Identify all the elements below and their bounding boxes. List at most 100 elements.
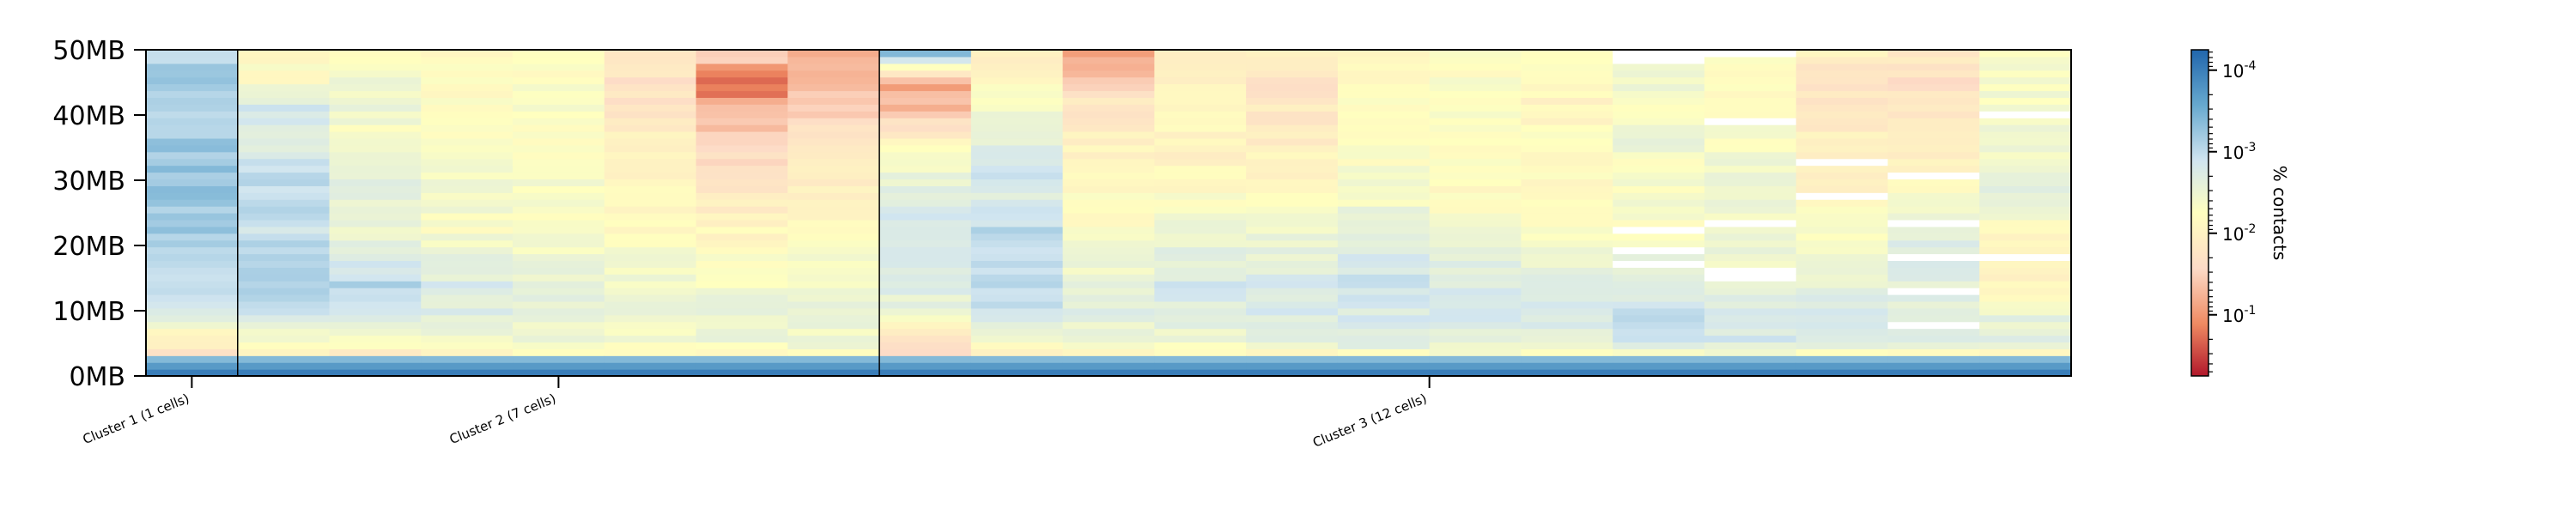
y-tick-label: 0MB — [69, 362, 125, 392]
heatmap-cell — [1521, 199, 1613, 207]
heatmap-cell — [513, 288, 605, 295]
heatmap-cell — [1337, 206, 1431, 214]
heatmap-cell — [970, 233, 1064, 241]
heatmap-cell — [329, 56, 422, 64]
heatmap-cell — [879, 274, 972, 282]
heatmap-cell — [1429, 246, 1522, 255]
heatmap-cell — [1704, 288, 1797, 295]
heatmap-cell — [1979, 192, 2072, 200]
heatmap-cell — [879, 111, 972, 118]
heatmap-cell — [696, 63, 788, 71]
heatmap-cell — [1887, 348, 1980, 356]
heatmap-cell — [1979, 206, 2072, 214]
heatmap-cell — [146, 355, 239, 363]
heatmap-cell — [421, 239, 513, 248]
heatmap-cell — [604, 165, 697, 173]
heatmap-cell — [787, 253, 880, 262]
heatmap-cell — [513, 185, 605, 193]
heatmap-cell — [329, 362, 422, 370]
heatmap-cell — [696, 90, 788, 99]
heatmap-cell — [421, 213, 513, 221]
heatmap-cell — [1337, 97, 1431, 105]
heatmap-cell — [1246, 50, 1339, 58]
heatmap-cell — [1979, 294, 2072, 302]
heatmap-cell — [1795, 56, 1889, 64]
heatmap-cell — [970, 328, 1064, 336]
heatmap-cell — [1521, 300, 1613, 309]
heatmap-cell — [1613, 137, 1705, 146]
heatmap-cell — [1704, 199, 1797, 207]
heatmap-cell — [1154, 239, 1247, 248]
heatmap-cell — [1887, 124, 1980, 132]
heatmap-cell — [1887, 97, 1980, 105]
heatmap-cell — [146, 104, 239, 112]
heatmap-cell — [1246, 239, 1339, 248]
heatmap-cell — [696, 144, 788, 153]
heatmap-cell — [970, 118, 1064, 125]
heatmap-cell — [787, 362, 880, 370]
heatmap-cell — [1246, 267, 1339, 275]
heatmap-cell — [1613, 348, 1705, 356]
heatmap-cell — [604, 97, 697, 105]
heatmap-cell — [604, 192, 697, 200]
heatmap-cell — [604, 104, 697, 112]
heatmap-cell — [604, 158, 697, 167]
heatmap-cell — [1795, 267, 1889, 275]
heatmap-cell — [1337, 369, 1431, 377]
heatmap-cell — [970, 137, 1064, 146]
heatmap-cell — [787, 348, 880, 356]
heatmap-cell — [970, 83, 1064, 92]
heatmap-cell — [1521, 131, 1613, 139]
heatmap-cell — [146, 118, 239, 125]
heatmap-cell — [787, 70, 880, 78]
heatmap-cell — [879, 56, 972, 64]
heatmap-cell — [1154, 158, 1247, 167]
heatmap-cell — [1704, 179, 1797, 186]
heatmap-cell — [604, 213, 697, 221]
heatmap-cell — [970, 288, 1064, 295]
heatmap-cell — [1979, 369, 2072, 377]
heatmap-cell — [1613, 342, 1705, 349]
heatmap-cell — [1154, 165, 1247, 173]
heatmap-cell — [696, 307, 788, 316]
heatmap-cell — [329, 219, 422, 227]
heatmap-cell — [1429, 226, 1522, 234]
heatmap-cell — [970, 369, 1064, 377]
heatmap-cell — [1246, 56, 1339, 64]
heatmap-cell — [1613, 151, 1705, 160]
heatmap-cell — [696, 206, 788, 214]
heatmap-cell — [513, 63, 605, 71]
heatmap-cell — [1795, 321, 1889, 330]
heatmap-cell — [329, 307, 422, 316]
heatmap-cell — [970, 300, 1064, 309]
heatmap-cell — [1521, 294, 1613, 302]
heatmap-cell — [696, 151, 788, 160]
heatmap-cell — [604, 246, 697, 255]
heatmap-cell — [329, 260, 422, 268]
heatmap-cell — [421, 369, 513, 377]
heatmap-cell — [1613, 56, 1705, 64]
heatmap-cell — [146, 226, 239, 234]
heatmap-cell — [787, 124, 880, 132]
heatmap-cell — [1246, 288, 1339, 295]
heatmap-cell — [696, 124, 788, 132]
heatmap-cell — [970, 260, 1064, 268]
heatmap-cell — [604, 50, 697, 58]
heatmap-cell — [1613, 124, 1705, 132]
heatmap-cell — [1062, 328, 1155, 336]
heatmap-cell — [1887, 288, 1980, 295]
heatmap-cell — [604, 206, 697, 214]
heatmap-cell — [1337, 239, 1431, 248]
heatmap-cell — [1246, 369, 1339, 377]
cluster-separators — [237, 50, 880, 376]
heatmap-cell — [1429, 131, 1522, 139]
heatmap-cell — [696, 213, 788, 221]
heatmap-cell — [1246, 355, 1339, 363]
heatmap-cell — [696, 321, 788, 330]
heatmap-cell — [237, 70, 331, 78]
heatmap-cell — [1521, 192, 1613, 200]
heatmap-cell — [421, 158, 513, 167]
heatmap-cell — [1979, 253, 2072, 262]
heatmap-cell — [1887, 267, 1980, 275]
heatmap-cell — [1795, 158, 1889, 167]
